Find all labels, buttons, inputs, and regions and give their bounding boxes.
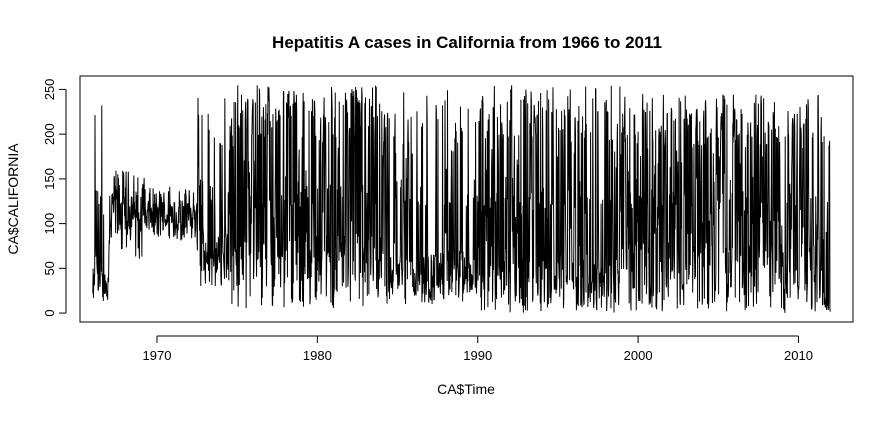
series-line-0 (92, 85, 831, 313)
y-tick-label: 200 (42, 123, 57, 145)
y-tick-label: 0 (42, 309, 57, 316)
y-axis: 0 50 100 150 200 250 (42, 79, 67, 317)
chart-title: Hepatitis A cases in California from 196… (272, 33, 662, 52)
plot-frame (79, 75, 854, 323)
x-tick-label: 2000 (624, 348, 653, 363)
y-axis-label: CA$CALIFORNIA (5, 143, 21, 255)
x-tick-label: 1990 (463, 348, 492, 363)
x-axis-label: CA$Time (437, 381, 495, 397)
y-tick-label: 150 (42, 168, 57, 190)
x-axis: 1970 1980 1990 2000 2010 (143, 335, 813, 363)
x-tick-label: 1980 (303, 348, 332, 363)
series-layer (92, 85, 831, 313)
y-tick-label: 100 (42, 213, 57, 235)
x-tick-label: 2010 (784, 348, 813, 363)
x-tick-label: 1970 (143, 348, 172, 363)
y-tick-label: 250 (42, 79, 57, 101)
y-tick-label: 50 (42, 261, 57, 275)
